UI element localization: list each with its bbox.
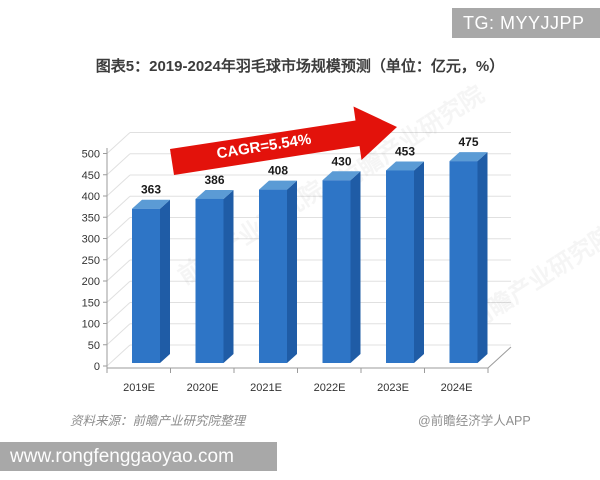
gridline-sidewall — [106, 174, 131, 197]
bar-top-face — [449, 152, 488, 162]
gridline-sidewall — [106, 195, 131, 218]
tg-badge: TG: MYYJJPP — [452, 8, 600, 38]
bar-value-label: 408 — [268, 164, 288, 178]
bar — [195, 198, 224, 363]
bar-value-label: 453 — [395, 144, 415, 158]
credit-note: @前瞻经济学人APP — [418, 414, 531, 428]
gridline-sidewall — [106, 217, 131, 239]
x-category-label: 2021E — [250, 382, 282, 394]
bar-top-face — [195, 189, 234, 199]
gridline-sidewall — [106, 302, 131, 324]
y-tick-label: 500 — [82, 149, 100, 161]
bar — [259, 189, 287, 363]
gridline-sidewall — [106, 344, 131, 367]
y-axis-labels: 0 50 100 150 200 250 300 350 400 450 500 — [82, 149, 100, 374]
bar-value-label: 475 — [458, 135, 478, 149]
y-tick-label: 150 — [82, 297, 100, 309]
x-category-label: 2023E — [377, 382, 409, 394]
y-tick-label: 400 — [82, 191, 100, 203]
bar — [449, 161, 478, 363]
gridline-sidewall — [106, 238, 131, 261]
site-banner: www.rongfenggaoyao.com — [0, 442, 277, 471]
gridline-sidewall — [106, 323, 131, 346]
bar-value-label: 430 — [331, 154, 351, 168]
y-tick-label: 350 — [82, 212, 100, 224]
bar-top-face — [132, 199, 170, 209]
x-category-label: 2019E — [123, 382, 155, 394]
bars-group — [132, 152, 488, 363]
bar-top-face — [322, 171, 361, 181]
source-note: 资料来源：前瞻产业研究院整理 — [70, 414, 246, 428]
y-tick-label: 250 — [82, 255, 100, 267]
bar — [322, 180, 351, 363]
y-tick-label: 50 — [88, 340, 100, 352]
bar-side-face — [350, 171, 361, 363]
y-tick-label: 300 — [82, 234, 100, 246]
cagr-arrow — [170, 106, 397, 175]
y-tick-label: 450 — [82, 170, 100, 182]
bar-side-face — [223, 189, 234, 363]
floor-edge — [487, 346, 512, 369]
bar-side-face — [160, 199, 170, 363]
chart-title: 图表5：2019-2024年羽毛球市场规模预测（单位：亿元，%） — [95, 58, 505, 75]
bar — [132, 208, 160, 363]
value-labels: 363 386 408 430 453 475 — [141, 135, 479, 197]
bar — [386, 170, 414, 363]
bar-value-label: 386 — [204, 173, 224, 187]
gridline-sidewall — [106, 153, 131, 176]
bar-side-face — [477, 152, 488, 363]
y-tick-label: 0 — [94, 361, 100, 373]
bar-top-face — [386, 161, 424, 171]
bar-value-label: 363 — [141, 183, 161, 197]
x-axis-labels: 2019E 2020E 2021E 2022E 2023E 2024E — [123, 382, 472, 394]
gridline-sidewall — [106, 280, 131, 303]
y-tick-label: 100 — [82, 319, 100, 331]
y-tick-label: 200 — [82, 276, 100, 288]
x-category-label: 2022E — [314, 382, 346, 394]
bar-side-face — [414, 161, 424, 363]
bar-top-face — [259, 180, 297, 190]
x-category-label: 2020E — [187, 382, 219, 394]
gridline-sidewall — [106, 132, 131, 154]
x-category-label: 2024E — [441, 382, 473, 394]
grid-group — [103, 132, 512, 373]
gridline-sidewall — [106, 259, 131, 282]
bar-side-face — [287, 180, 297, 363]
